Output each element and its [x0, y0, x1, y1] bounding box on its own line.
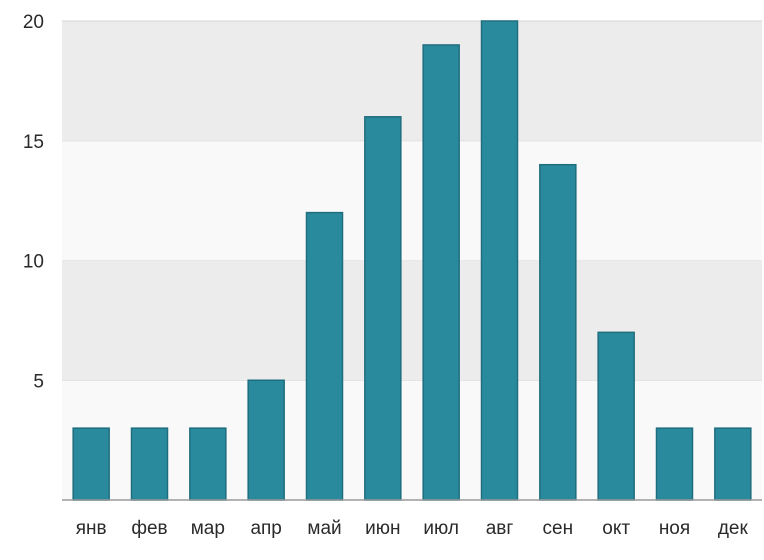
x-category-label: фев	[131, 518, 167, 539]
bar-авг	[480, 20, 519, 501]
bars-group	[72, 20, 752, 501]
bar-июн	[364, 116, 402, 501]
x-category-label: авг	[486, 518, 514, 539]
x-category-labels: янв фев мар апр май июн июл авг сен окт ноя дек	[76, 518, 749, 539]
bar-сен	[539, 163, 577, 501]
y-tick-label: 20	[23, 12, 44, 33]
y-tick-label: 5	[33, 371, 44, 392]
bar-янв	[72, 427, 110, 501]
x-category-label: мар	[191, 518, 225, 539]
x-category-label: ноя	[659, 518, 690, 539]
x-category-label: апр	[250, 518, 281, 539]
bar-дек	[714, 427, 752, 501]
bar-ноя	[655, 427, 694, 501]
x-category-label: июл	[423, 518, 459, 539]
grid-band	[62, 380, 762, 500]
x-category-label: июн	[365, 518, 400, 539]
y-tick-label: 15	[23, 132, 44, 153]
y-tick-labels: 5 10 15 20	[23, 12, 44, 392]
grid-band	[62, 140, 762, 261]
y-tick-label: 10	[23, 252, 44, 273]
x-category-label: янв	[76, 518, 107, 539]
x-category-label: окт	[602, 518, 630, 539]
bar-фев	[130, 427, 169, 501]
bar-окт	[597, 331, 635, 501]
x-category-label: май	[307, 518, 341, 539]
x-category-label: сен	[543, 518, 574, 539]
grid-band	[62, 21, 762, 141]
bar-апр	[247, 379, 285, 501]
bar-май	[305, 211, 344, 501]
bar-июл	[422, 44, 460, 501]
grid-band	[62, 260, 762, 381]
bar-мар	[189, 427, 227, 501]
x-category-label: дек	[718, 518, 749, 539]
background-bands	[62, 20, 762, 500]
